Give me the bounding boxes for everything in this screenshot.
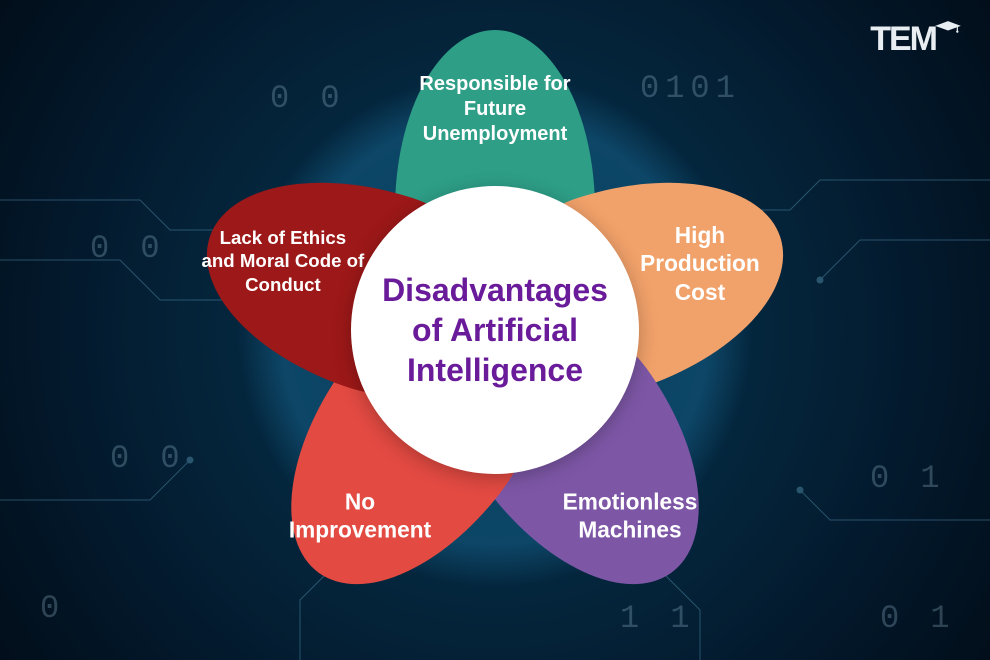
graduation-cap-icon xyxy=(934,20,962,34)
center-title: Disadvantages of Artificial Intelligence xyxy=(381,270,609,390)
petal-label: No Improvement xyxy=(278,487,442,544)
bg-digit: 0 1 xyxy=(870,460,946,497)
center-circle: Disadvantages of Artificial Intelligence xyxy=(351,186,639,474)
flower-diagram: Responsible for Future Unemployment High … xyxy=(195,30,795,630)
petal-label: Lack of Ethics and Moral Code of Conduct xyxy=(201,226,365,296)
bg-digit: 0 1 xyxy=(880,600,956,637)
brand-logo: TEM xyxy=(870,20,962,59)
brand-logo-text: TEM xyxy=(870,20,936,59)
petal-label: Emotionless Machines xyxy=(548,487,712,544)
bg-digit: 0 0 xyxy=(90,230,166,267)
bg-digit: 0 0 xyxy=(110,440,186,477)
bg-digit: 0 xyxy=(40,590,65,627)
petal-label: High Production Cost xyxy=(618,221,782,306)
petal-label: Responsible for Future Unemployment xyxy=(413,72,577,147)
